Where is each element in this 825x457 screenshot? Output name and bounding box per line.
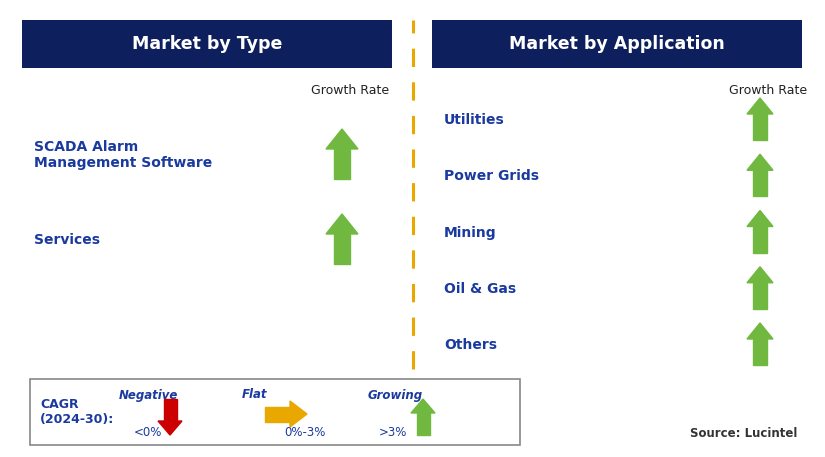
Text: Services: Services — [34, 233, 100, 247]
Polygon shape — [747, 323, 773, 339]
Polygon shape — [747, 98, 773, 114]
Polygon shape — [753, 339, 767, 365]
Text: >3%: >3% — [379, 425, 408, 439]
Polygon shape — [158, 421, 182, 435]
Text: Market by Application: Market by Application — [509, 35, 725, 53]
Polygon shape — [163, 399, 177, 421]
Polygon shape — [753, 227, 767, 253]
Polygon shape — [265, 406, 290, 421]
Text: Growing: Growing — [367, 388, 422, 402]
Text: Mining: Mining — [444, 225, 497, 239]
Text: Oil & Gas: Oil & Gas — [444, 282, 516, 296]
Text: Negative: Negative — [118, 388, 177, 402]
Text: CAGR
(2024-30):: CAGR (2024-30): — [40, 398, 114, 426]
Text: Source: Lucintel: Source: Lucintel — [690, 427, 797, 440]
Polygon shape — [334, 149, 350, 179]
Polygon shape — [747, 154, 773, 170]
Text: Flat: Flat — [243, 388, 268, 402]
Polygon shape — [417, 413, 430, 435]
Polygon shape — [334, 234, 350, 264]
Text: Power Grids: Power Grids — [444, 169, 539, 183]
Polygon shape — [753, 170, 767, 196]
Polygon shape — [326, 129, 358, 149]
Text: Market by Type: Market by Type — [132, 35, 282, 53]
Text: Growth Rate: Growth Rate — [729, 84, 807, 96]
Text: Others: Others — [444, 338, 497, 352]
Text: Growth Rate: Growth Rate — [311, 84, 389, 96]
Text: <0%: <0% — [134, 425, 163, 439]
Polygon shape — [753, 114, 767, 140]
Polygon shape — [290, 401, 307, 427]
Polygon shape — [747, 211, 773, 227]
FancyBboxPatch shape — [22, 20, 392, 68]
Text: Utilities: Utilities — [444, 113, 505, 127]
Polygon shape — [326, 214, 358, 234]
Text: SCADA Alarm
Management Software: SCADA Alarm Management Software — [34, 140, 212, 170]
FancyBboxPatch shape — [30, 379, 520, 445]
FancyBboxPatch shape — [432, 20, 802, 68]
Text: 0%-3%: 0%-3% — [285, 425, 326, 439]
Polygon shape — [753, 283, 767, 309]
Polygon shape — [747, 267, 773, 283]
Polygon shape — [411, 399, 435, 413]
